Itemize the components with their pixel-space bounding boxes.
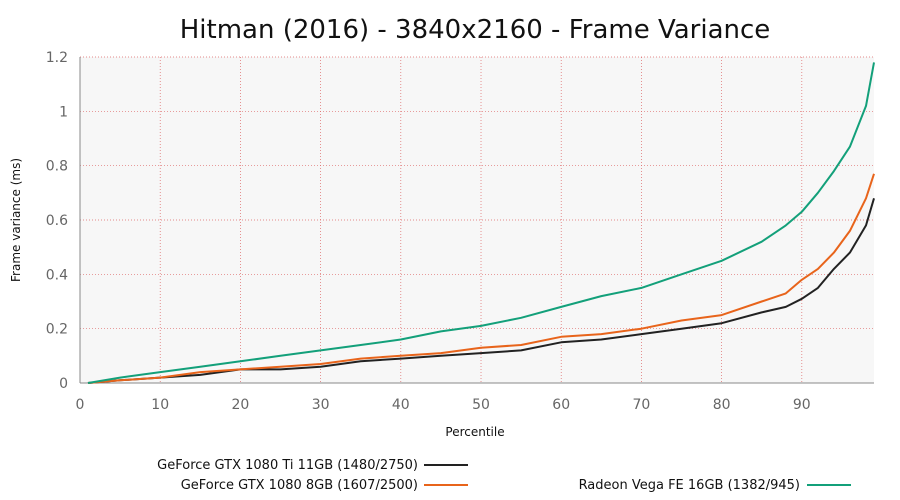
legend-label: GeForce GTX 1080 8GB (1607/2500) [181,478,418,493]
x-tick-label: 40 [392,397,410,413]
y-tick-label: 0.6 [46,213,68,229]
legend-label: GeForce GTX 1080 Ti 11GB (1480/2750) [157,458,418,473]
x-tick-label: 30 [312,397,330,413]
y-tick-label: 1 [59,104,68,120]
y-tick-label: 0.2 [46,322,68,338]
x-tick-label: 90 [793,397,811,413]
y-tick-label: 0 [59,376,68,392]
series-line-3 [87,62,875,384]
x-tick-label: 80 [713,397,731,413]
grid-lines [80,56,874,383]
plot-area [80,57,874,383]
x-tick-label: 50 [472,397,490,413]
x-axis-label: Percentile [445,425,504,439]
series-line-2 [87,173,875,384]
x-tick-label: 70 [633,397,651,413]
y-axis-label: Frame variance (ms) [9,158,23,282]
x-tick-label: 0 [76,397,85,413]
legend-label: Radeon Vega FE 16GB (1382/945) [579,478,800,493]
y-tick-label: 1.2 [46,50,68,66]
series-lines [87,62,875,384]
axes [79,57,874,384]
legend: GeForce GTX 1080 Ti 11GB (1480/2750) GeFo… [157,458,851,493]
chart-title: Hitman (2016) - 3840x2160 - Frame Varian… [180,15,771,45]
y-tick-label: 0.8 [46,159,68,175]
y-tick-label: 0.4 [46,267,68,283]
x-tick-label: 60 [552,397,570,413]
tick-labels: 0 10 20 30 40 50 60 70 80 90 0 0.2 0.4 0.6 0.8 1 1.2 [46,50,811,413]
x-tick-label: 10 [151,397,169,413]
x-tick-label: 20 [231,397,249,413]
